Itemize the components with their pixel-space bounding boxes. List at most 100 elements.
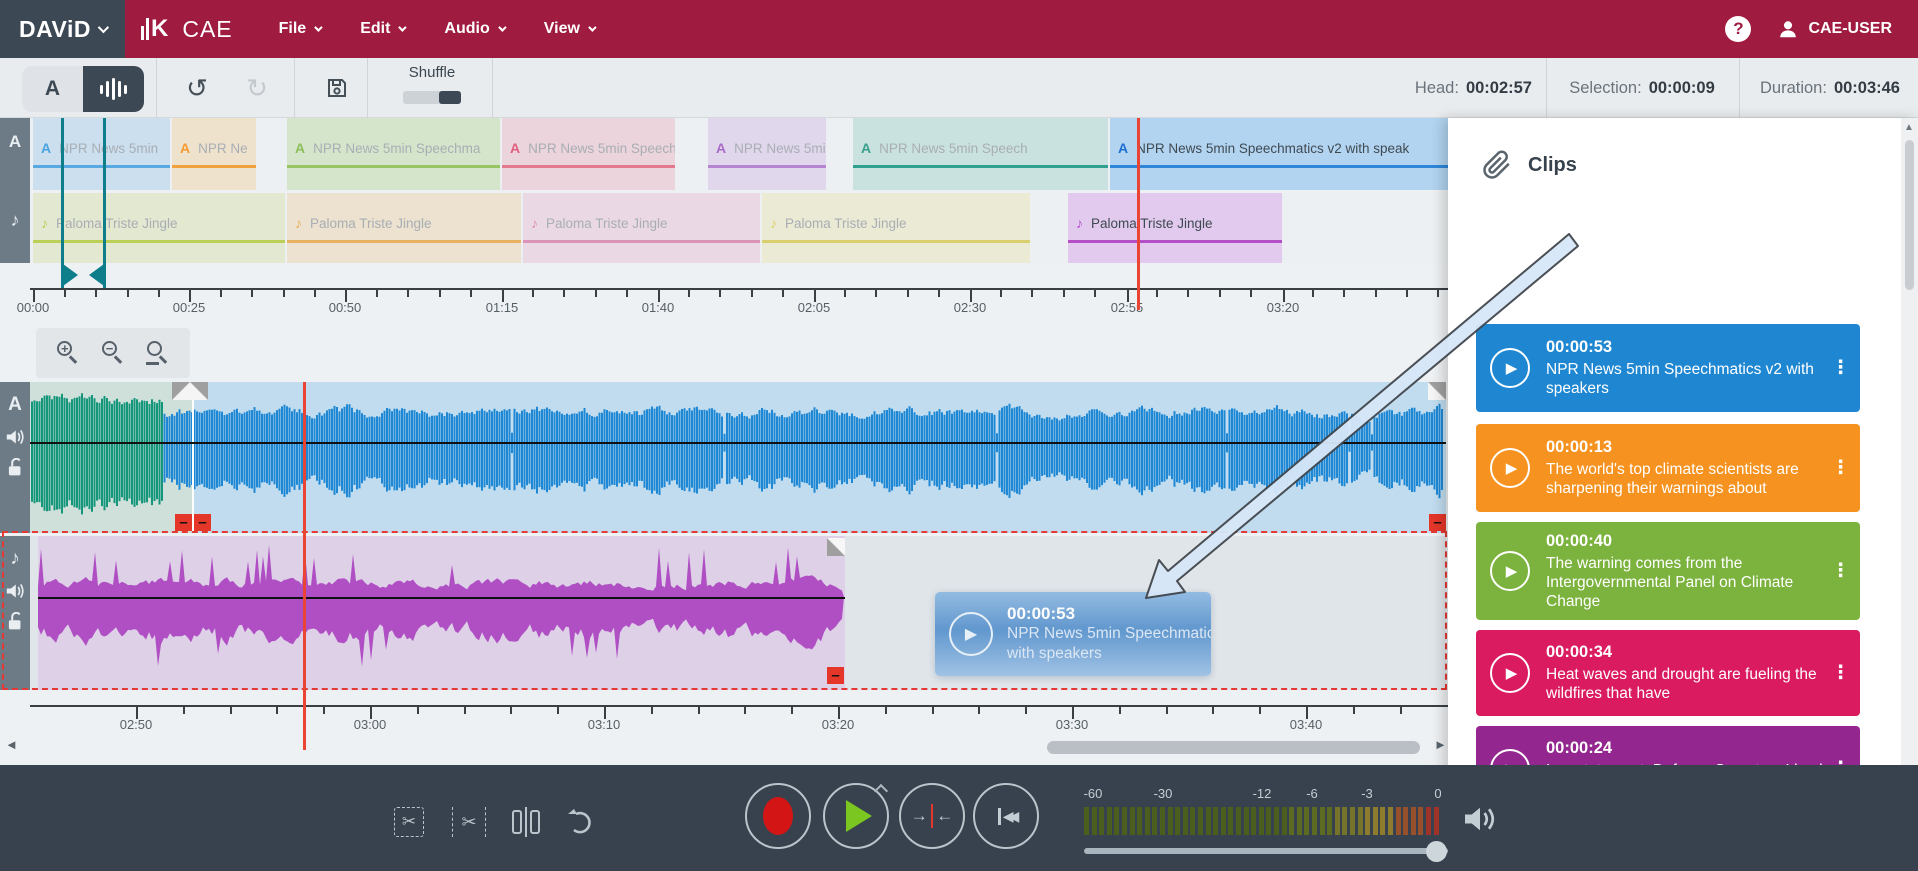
ruler-major-tick xyxy=(33,290,35,302)
user-menu[interactable]: CAE-USER xyxy=(1777,18,1892,40)
clip-type-icon: ♪ xyxy=(770,215,777,231)
ruler-major-tick xyxy=(345,290,347,302)
overview-playhead[interactable] xyxy=(1137,118,1140,310)
redo-button[interactable]: ↻ xyxy=(246,72,268,103)
play-button[interactable]: ▶ xyxy=(1490,448,1530,488)
zoom-in-button[interactable]: + xyxy=(55,340,81,366)
fade-handle-icon[interactable] xyxy=(190,382,208,400)
play-button[interactable]: ▶ xyxy=(1490,348,1530,388)
remove-fade-handle[interactable]: – xyxy=(194,514,211,531)
ruler-minor-tick xyxy=(532,290,535,297)
editor-ruler[interactable] xyxy=(30,705,1448,707)
fade-handle-icon[interactable] xyxy=(172,382,190,400)
record-button[interactable] xyxy=(745,783,811,849)
app-switcher-button[interactable]: DAViD xyxy=(0,0,125,58)
selection-marker-flag[interactable] xyxy=(89,264,104,286)
meter-bar xyxy=(1182,807,1188,835)
remove-fade-handle[interactable]: – xyxy=(827,667,844,684)
overview-clip[interactable]: A NPR Ne xyxy=(172,118,256,190)
clip-card[interactable]: ▶ 00:00:13 The world's top climate scienti… xyxy=(1476,424,1860,512)
clip-type-icon: A xyxy=(180,140,191,156)
selection-marker-flag[interactable] xyxy=(63,264,78,286)
kebab-menu-icon[interactable]: ⋮ xyxy=(1831,662,1850,684)
split-clip-button[interactable] xyxy=(512,807,540,837)
volume-slider-thumb[interactable] xyxy=(1426,841,1447,862)
duration: Duration: 00:03:46 xyxy=(1759,78,1900,97)
chevron-down-icon xyxy=(97,21,110,34)
clip-card[interactable]: ▶ 00:00:34 Heat waves and drought are fuel… xyxy=(1476,630,1860,716)
scroll-up-arrow[interactable]: ▲ xyxy=(1904,122,1914,133)
fade-handle-icon[interactable] xyxy=(1428,382,1446,400)
overview-clip[interactable]: A NPR News 5min xyxy=(33,118,170,190)
text-mode-button[interactable]: A xyxy=(22,66,83,112)
shuffle-toggle[interactable] xyxy=(403,91,461,104)
fade-handle-icon[interactable] xyxy=(827,538,845,556)
menu-audio[interactable]: Audio xyxy=(424,0,523,58)
snap-back-button[interactable] xyxy=(562,807,594,842)
drag-ghost-clip[interactable]: ▶ 00:00:53 NPR News 5min Speechmatics v2… xyxy=(935,592,1211,676)
remove-fade-handle[interactable]: – xyxy=(175,514,192,531)
clip-title: The warning comes from the Intergovernme… xyxy=(1546,554,1794,610)
speaker-icon[interactable] xyxy=(5,428,25,446)
meter-scale-label: -60 xyxy=(1083,786,1103,801)
scroll-left-arrow[interactable]: ◄ xyxy=(5,737,18,752)
clip-card[interactable]: ▶ 00:00:40 The warning comes from the Inte… xyxy=(1476,522,1860,620)
overview-clip[interactable]: ♪ Paloma Triste Jingle xyxy=(523,193,760,263)
overview-clip[interactable]: ♪ Paloma Triste Jingle xyxy=(762,193,1030,263)
volume-slider[interactable] xyxy=(1084,848,1448,854)
unlock-icon[interactable] xyxy=(7,458,24,477)
waveform-track2[interactable] xyxy=(38,538,845,689)
skip-to-start-button[interactable]: ◀◀ xyxy=(973,783,1039,849)
play-button[interactable]: ▶ xyxy=(1490,551,1530,591)
zoom-fit-button[interactable] xyxy=(145,340,171,366)
waveform-track1[interactable] xyxy=(30,384,1446,531)
meter-bar xyxy=(1228,807,1234,835)
save-button[interactable] xyxy=(317,68,357,108)
selection-marker[interactable] xyxy=(103,118,106,288)
overview-clip[interactable]: ♪ Paloma Triste Jingle xyxy=(287,193,521,263)
overview-track-music[interactable]: ♪ Paloma Triste Jingle ♪ Paloma Triste Jing… xyxy=(0,193,1448,263)
overview-track-voice[interactable]: A NPR News 5min A NPR Ne A NPR News 5min Spee… xyxy=(0,118,1448,190)
panel-scrollbar[interactable]: ▲ xyxy=(1901,118,1918,871)
editor-playhead[interactable] xyxy=(303,382,306,750)
ruler-minor-tick xyxy=(1437,290,1439,297)
remove-fade-handle[interactable]: – xyxy=(1429,514,1446,531)
horizontal-scrollbar[interactable] xyxy=(1047,741,1420,754)
goto-playhead-button[interactable]: → ← xyxy=(899,783,965,849)
speaker-icon[interactable] xyxy=(5,582,25,600)
menu-edit[interactable]: Edit xyxy=(340,0,424,58)
cae-logo-icon: K xyxy=(141,17,168,41)
ruler-label: 03:20 xyxy=(821,717,855,732)
overview-clip[interactable]: ♪ Paloma Triste Jingle xyxy=(33,193,285,263)
overview-clip[interactable]: A NPR News 5min Speech xyxy=(853,118,1108,190)
cut-selection-button[interactable]: ✂ xyxy=(394,807,424,837)
scroll-right-arrow[interactable]: ► xyxy=(1434,737,1447,752)
meter-bar xyxy=(1099,807,1105,835)
play-button[interactable] xyxy=(823,783,889,849)
selection-marker[interactable] xyxy=(61,118,64,288)
kebab-menu-icon[interactable]: ⋮ xyxy=(1831,457,1850,479)
clip-card-body: 00:00:34 Heat waves and drought are fueli… xyxy=(1546,643,1828,703)
ruler-minor-tick xyxy=(931,707,934,714)
meter-bar xyxy=(1137,807,1143,835)
unlock-icon[interactable] xyxy=(7,612,24,631)
play-button[interactable]: ▶ xyxy=(1490,653,1530,693)
kebab-menu-icon[interactable]: ⋮ xyxy=(1831,560,1850,582)
overview-clip[interactable]: A NPR News 5min Speechmatics v2 with spea… xyxy=(1110,118,1448,190)
waveform-mode-button[interactable] xyxy=(83,66,144,112)
kebab-menu-icon[interactable]: ⋮ xyxy=(1831,357,1850,379)
ruler-label: 02:55 xyxy=(1110,300,1144,315)
undo-button[interactable]: ↺ xyxy=(186,72,208,103)
meter-scale-label: -12 xyxy=(1252,786,1272,801)
meter-bar xyxy=(1114,807,1120,835)
zoom-out-button[interactable]: − xyxy=(100,340,126,366)
menu-view[interactable]: View xyxy=(524,0,614,58)
menu-file[interactable]: File xyxy=(259,0,341,58)
overview-clip[interactable]: ♪ Paloma Triste Jingle xyxy=(1068,193,1282,263)
help-button[interactable]: ? xyxy=(1725,16,1752,42)
clip-card[interactable]: ▶ 00:00:53 NPR News 5min Speechmatics v2 w… xyxy=(1476,324,1860,412)
overview-ruler[interactable] xyxy=(30,288,1448,290)
